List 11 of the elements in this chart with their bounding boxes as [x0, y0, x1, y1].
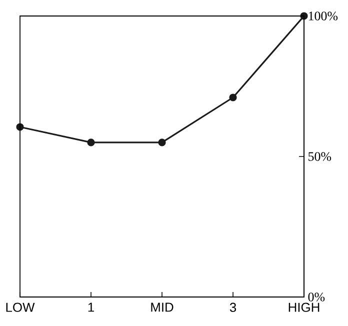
y-tick-label: 0% — [308, 292, 325, 302]
point — [87, 138, 95, 146]
x-tick-label: 3 — [230, 302, 236, 312]
point — [229, 94, 237, 102]
x-tick-label: HIGH — [288, 302, 320, 312]
x-tick-label: MID — [151, 302, 174, 312]
x-tick-label: LOW — [6, 302, 35, 312]
y-tick-label: 50% — [308, 152, 332, 161]
y-tick-label: 100% — [308, 12, 338, 20]
point — [158, 138, 166, 146]
x-tick-label: 1 — [88, 302, 94, 312]
